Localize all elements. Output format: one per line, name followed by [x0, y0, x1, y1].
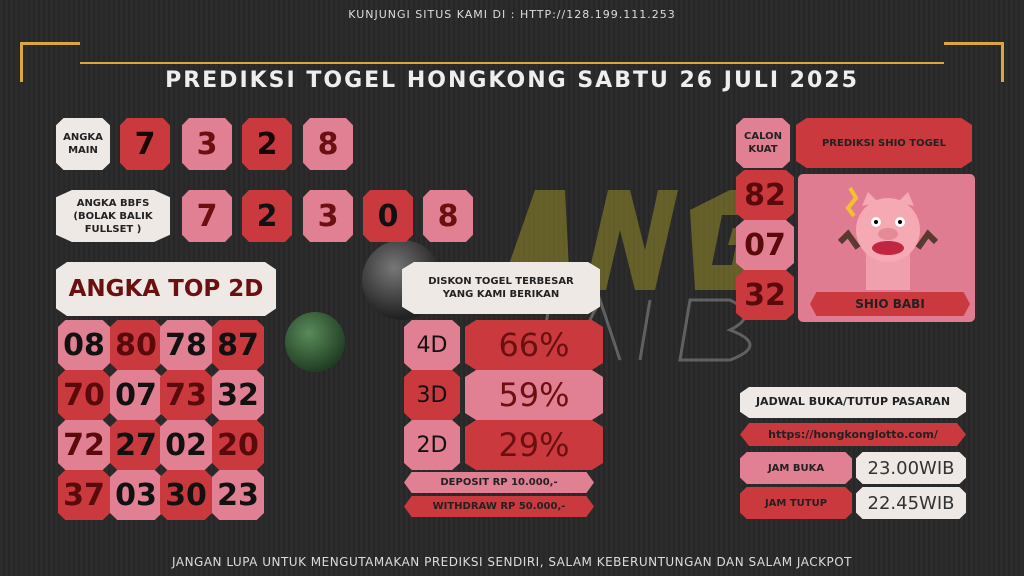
jam-tutup-value: 22.45WIB	[856, 487, 966, 519]
top2d-title: ANGKA TOP 2D	[56, 262, 276, 316]
diskon-type: 3D	[404, 370, 460, 420]
withdraw-info: WITHDRAW RP 50.000,-	[404, 496, 594, 517]
angka-main-digit: 3	[182, 118, 232, 170]
angka-main-label: ANGKA MAIN	[56, 118, 110, 170]
angka-main-digit: 8	[303, 118, 353, 170]
top2d-number: 07	[110, 370, 162, 420]
diskon-type: 2D	[404, 420, 460, 470]
diskon-percent: 66%	[465, 320, 603, 370]
page-title: PREDIKSI TOGEL HONGKONG SABTU 26 JULI 20…	[165, 68, 859, 93]
shio-card: SHIO BABI	[798, 174, 975, 322]
top2d-number: 23	[212, 470, 264, 520]
top2d-number: 37	[58, 470, 110, 520]
angka-bbfs-digit: 8	[423, 190, 473, 242]
diskon-percent: 59%	[465, 370, 603, 420]
angka-bbfs-digit: 0	[363, 190, 413, 242]
calon-kuat-number: 82	[736, 170, 794, 220]
calon-kuat-number: 07	[736, 220, 794, 270]
top2d-number: 08	[58, 320, 110, 370]
jam-tutup-label: JAM TUTUP	[740, 487, 852, 519]
jam-buka-value: 23.00WIB	[856, 452, 966, 484]
divider	[80, 62, 944, 64]
pig-icon	[837, 186, 939, 290]
jam-buka-label: JAM BUKA	[740, 452, 852, 484]
top2d-number: 73	[160, 370, 212, 420]
shio-name: SHIO BABI	[810, 292, 970, 316]
deposit-info: DEPOSIT RP 10.000,-	[404, 472, 594, 493]
visit-text: KUNJUNGI SITUS KAMI DI : HTTP://128.199.…	[348, 8, 676, 21]
shio-title: PREDIKSI SHIO TOGEL	[796, 118, 972, 168]
billiard-ball-6-icon	[285, 312, 345, 372]
diskon-type: 4D	[404, 320, 460, 370]
top2d-number: 20	[212, 420, 264, 470]
calon-kuat-number: 32	[736, 270, 794, 320]
diskon-title: DISKON TOGEL TERBESAR YANG KAMI BERIKAN	[402, 262, 600, 314]
angka-bbfs-digit: 3	[303, 190, 353, 242]
angka-main-digit: 2	[242, 118, 292, 170]
footer-text: JANGAN LUPA UNTUK MENGUTAMAKAN PREDIKSI …	[172, 555, 852, 569]
diskon-percent: 29%	[465, 420, 603, 470]
angka-bbfs-label: ANGKA BBFS (BOLAK BALIK FULLSET )	[56, 190, 170, 242]
top2d-number: 72	[58, 420, 110, 470]
top2d-number: 87	[212, 320, 264, 370]
top2d-number: 03	[110, 470, 162, 520]
top2d-number: 70	[58, 370, 110, 420]
top2d-number: 27	[110, 420, 162, 470]
top2d-number: 32	[212, 370, 264, 420]
top2d-number: 80	[110, 320, 162, 370]
angka-main-digit: 7	[120, 118, 170, 170]
top2d-number: 78	[160, 320, 212, 370]
corner-top-right	[944, 42, 1004, 82]
market-url-link[interactable]: https://hongkonglotto.com/	[740, 423, 966, 446]
top2d-number: 30	[160, 470, 212, 520]
calon-kuat-label: CALON KUAT	[736, 118, 790, 168]
angka-bbfs-digit: 7	[182, 190, 232, 242]
angka-bbfs-digit: 2	[242, 190, 292, 242]
top2d-number: 02	[160, 420, 212, 470]
corner-top-left	[20, 42, 80, 82]
jadwal-title: JADWAL BUKA/TUTUP PASARAN	[740, 387, 966, 418]
